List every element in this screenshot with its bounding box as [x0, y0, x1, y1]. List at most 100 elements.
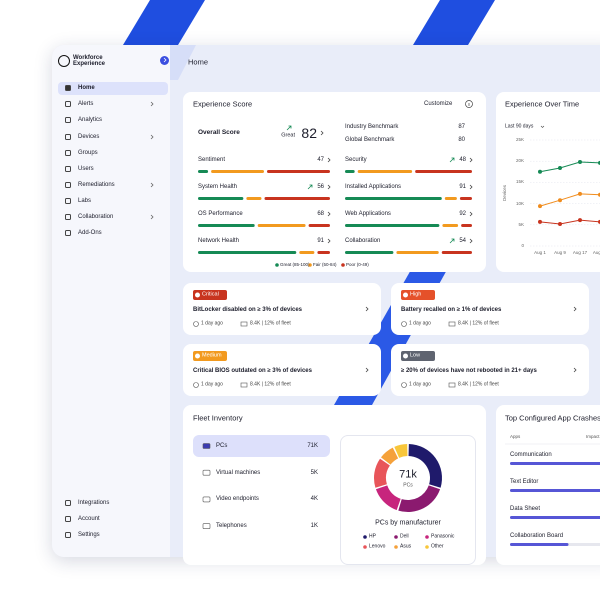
alert-age: 1 day ago [201, 381, 223, 388]
legend-label: Poor (0-49) [346, 261, 369, 267]
stripe [410, 0, 495, 50]
collapse-button[interactable] [160, 56, 169, 65]
logo [58, 55, 70, 67]
chevron [320, 130, 324, 136]
y-tick-label: 0 [521, 242, 524, 248]
legend-swatch [394, 545, 398, 549]
point [538, 204, 542, 209]
nav-icon [65, 198, 71, 204]
experience-score-card [183, 92, 486, 272]
point [558, 165, 562, 170]
alert-title: ≥ 20% of devices have not rebooted in 21… [401, 368, 537, 374]
severity-tag [193, 290, 227, 300]
nav-item[interactable]: Collaboration [78, 214, 114, 220]
nav-icon [65, 101, 71, 107]
benchmark-label: Industry Benchmark [345, 124, 399, 130]
nav-icon [65, 134, 71, 140]
chevron [573, 367, 577, 373]
metric-label: System Health [198, 184, 238, 190]
severity-label: Low [410, 352, 421, 359]
point [578, 160, 582, 165]
inventory-label[interactable]: Video endpoints [216, 496, 259, 503]
nav-icon [65, 150, 71, 156]
nav-item[interactable]: Labs [78, 198, 92, 204]
app-label: Collaboration Board [510, 533, 564, 539]
score-segment [198, 197, 244, 200]
chevron [327, 157, 331, 163]
nav-icon [65, 214, 71, 220]
metric-value: 68 [317, 211, 324, 217]
severity-label: High [410, 291, 422, 298]
metric-value: 47 [317, 157, 324, 163]
experience-over-time-card [496, 92, 600, 272]
x-tick-label: Aug 17 [572, 249, 588, 255]
legend-swatch [425, 545, 429, 549]
chevron [365, 367, 369, 373]
card-title: Fleet Inventory [193, 413, 243, 423]
nav-icon [65, 182, 71, 188]
severity-label: Critical [202, 291, 219, 298]
nav-item[interactable]: Devices [78, 134, 100, 140]
legend-swatch [363, 545, 367, 549]
nav-item[interactable]: Alerts [78, 101, 94, 107]
customize-link[interactable]: Customize [424, 101, 453, 107]
app-label: Text Editor [510, 479, 539, 485]
device-icon [240, 382, 248, 388]
alert-title: BitLocker disabled on ≥ 3% of devices [193, 307, 302, 313]
metric-label: Network Health [198, 238, 240, 244]
alert-devices: 8.4K | 12% of fleet [250, 381, 291, 388]
row-icon [202, 469, 211, 476]
nav-icon [65, 230, 71, 236]
overall-score: 82 [301, 125, 317, 141]
column-header: Apps [510, 433, 521, 439]
score-segment [198, 170, 209, 173]
nav-item[interactable]: Users [78, 166, 94, 172]
chevron [150, 182, 154, 188]
donut-title: PCs by manufacturer [375, 519, 441, 527]
nav-icon [65, 85, 71, 91]
donut-slice [408, 444, 442, 488]
nav-item[interactable]: Integrations [78, 500, 110, 506]
severity-icon [403, 353, 408, 359]
chevron [573, 306, 577, 312]
inventory-label[interactable]: PCs [216, 443, 228, 449]
legend-label: Dell [400, 533, 409, 540]
page-title: Home [188, 57, 209, 67]
benchmark-value: 87 [458, 124, 465, 130]
point [538, 169, 542, 174]
nav-item[interactable]: Groups [78, 150, 98, 156]
nav-item[interactable]: Account [78, 516, 100, 522]
score-segment [299, 251, 315, 254]
legend-label: Lenovo [369, 543, 386, 550]
clock-icon [193, 321, 199, 327]
range-select[interactable]: Last 90 days [505, 123, 534, 130]
score-segment [246, 197, 262, 200]
inventory-value: 4K [310, 496, 318, 503]
nav-item[interactable]: Settings [78, 532, 100, 538]
nav-item[interactable]: Add-Ons [78, 230, 102, 236]
nav-item[interactable]: Home [78, 85, 95, 91]
donut-panel [340, 435, 476, 565]
severity-icon [195, 353, 200, 359]
severity-icon [403, 292, 408, 298]
legend-label: Asus [400, 543, 412, 550]
nav-item[interactable]: Remediations [78, 182, 115, 188]
metric-label: Web Applications [345, 211, 391, 217]
nav-item[interactable]: Analytics [78, 117, 103, 123]
donut-slice [394, 444, 408, 458]
x-tick-label: Aug 25 [592, 249, 600, 255]
inventory-label[interactable]: Telephones [216, 523, 247, 530]
alert-age: 1 day ago [201, 320, 223, 327]
inventory-label[interactable]: Virtual machines [216, 469, 261, 476]
donut-label: PCs [403, 482, 413, 489]
card-title: Experience Score [193, 99, 253, 109]
inventory-value: 5K [310, 469, 318, 476]
score-segment [415, 170, 472, 173]
score-segment [308, 224, 330, 227]
benchmark-label: Global Benchmark [345, 137, 395, 143]
legend-label: HP [369, 533, 376, 540]
score-segment [345, 170, 355, 173]
